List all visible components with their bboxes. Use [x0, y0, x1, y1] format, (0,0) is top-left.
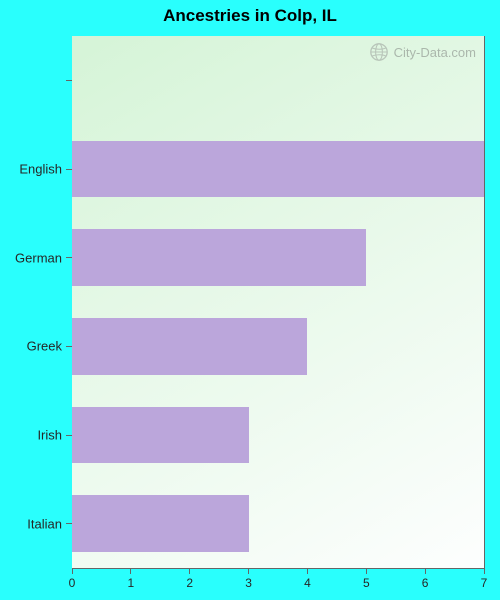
plot-background [72, 36, 484, 568]
y-tick-label: Greek [27, 339, 72, 354]
y-tick-mark [66, 80, 72, 81]
x-tick-label: 5 [363, 568, 370, 590]
y-tick-label: English [19, 162, 72, 177]
x-tick-label: 6 [422, 568, 429, 590]
x-tick-label: 0 [69, 568, 76, 590]
plot-area: City-Data.com 01234567EnglishGermanGreek… [72, 36, 484, 568]
y-tick-label: Irish [37, 428, 72, 443]
x-tick-label: 7 [481, 568, 488, 590]
chart-title: Ancestries in Colp, IL [0, 6, 500, 26]
x-tick-label: 2 [186, 568, 193, 590]
x-tick-label: 3 [245, 568, 252, 590]
bar [72, 318, 307, 375]
x-tick-label: 4 [304, 568, 311, 590]
y-tick-label: Italian [27, 516, 72, 531]
y-tick-label: German [15, 250, 72, 265]
bar [72, 229, 366, 286]
bar [72, 141, 484, 198]
x-tick-label: 1 [128, 568, 135, 590]
page-root: Ancestries in Colp, IL City-Data.com 012… [0, 0, 500, 600]
bar [72, 407, 249, 464]
bar [72, 495, 249, 552]
